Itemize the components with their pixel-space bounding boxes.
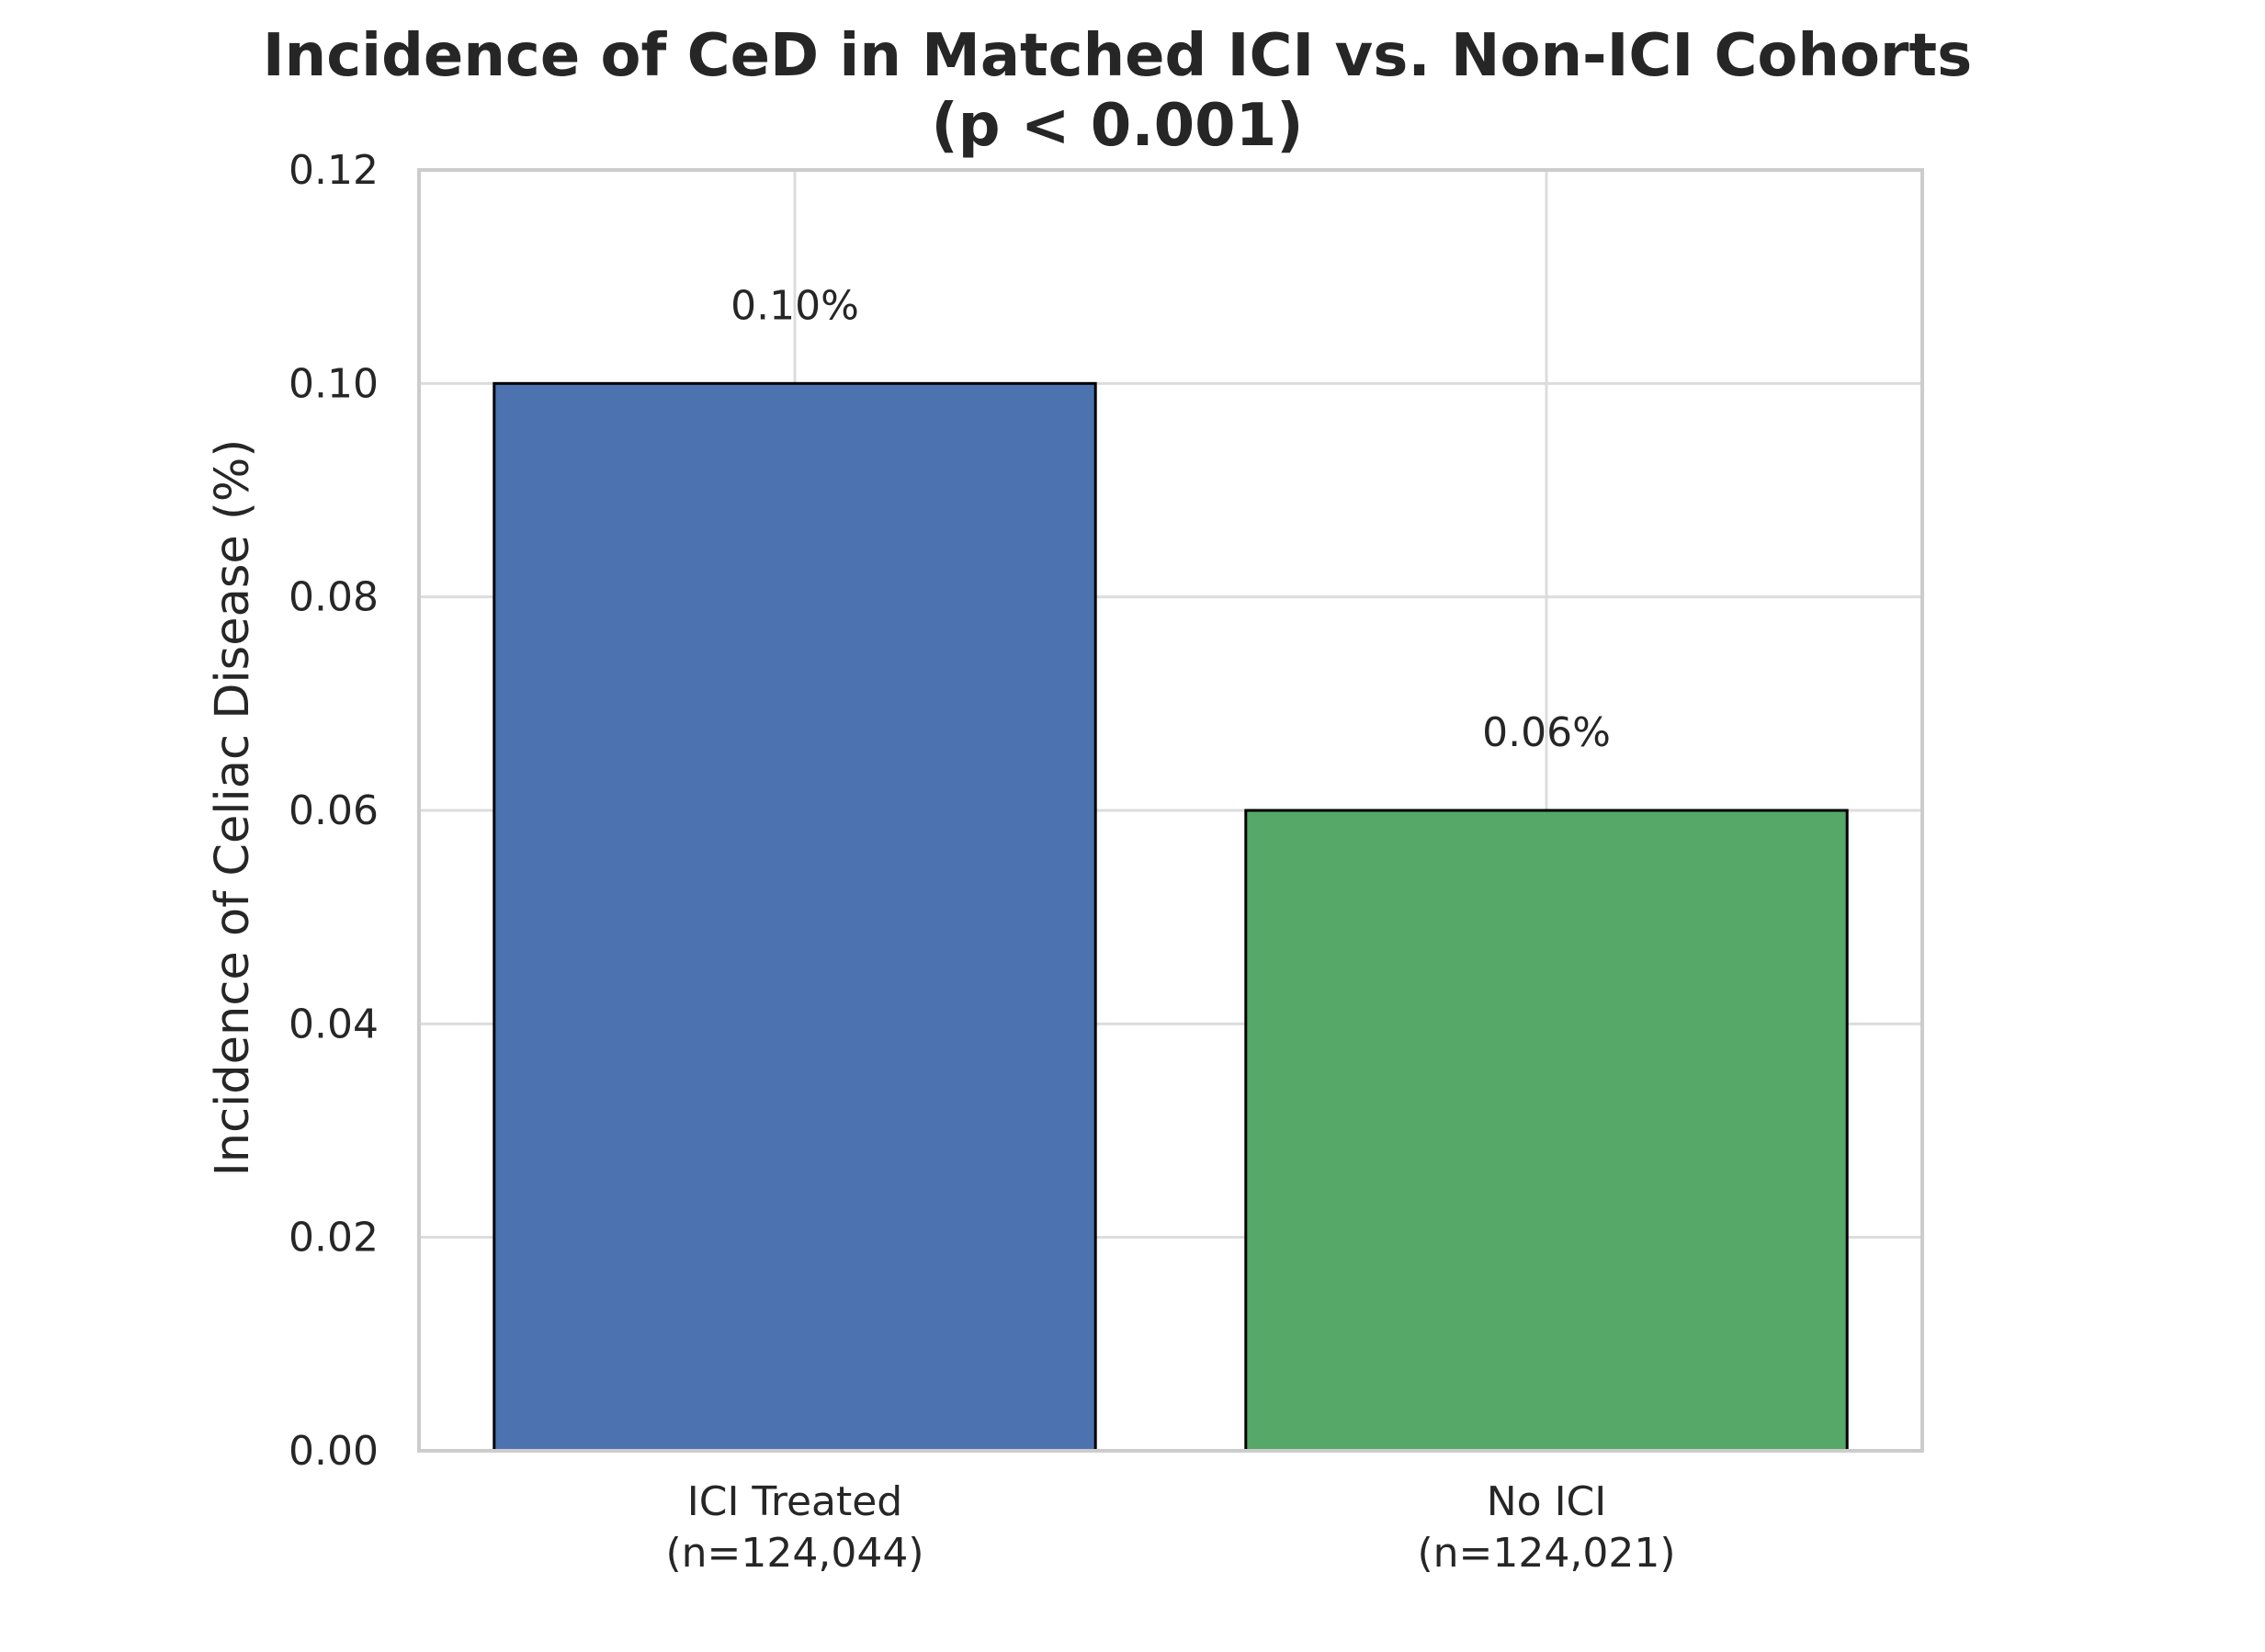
y-axis-label: Incidence of Celiac Disease (%)	[206, 439, 260, 1177]
chart-title: Incidence of CeD in Matched ICI vs. Non-…	[263, 22, 1972, 160]
x-tick-label: (n=124,021)	[1417, 1530, 1675, 1577]
data-label: 0.10%	[730, 282, 859, 329]
bars	[493, 381, 1849, 1453]
chart-title-line-2: (p < 0.001)	[932, 92, 1304, 160]
bar-1	[1244, 809, 1849, 1453]
x-tick-label: (n=124,044)	[665, 1530, 923, 1577]
y-axis-ticks: 0.00 0.02 0.04 0.06 0.08 0.10 0.12	[289, 147, 379, 1475]
y-tick-label: 0.08	[289, 574, 379, 621]
x-tick-label: No ICI	[1487, 1478, 1607, 1525]
x-axis-ticks: ICI Treated (n=124,044) No ICI (n=124,021)	[665, 1478, 1675, 1577]
y-tick-label: 0.02	[289, 1215, 379, 1262]
data-label: 0.06%	[1482, 709, 1611, 756]
bar-0	[493, 381, 1097, 1453]
y-tick-label: 0.10	[289, 360, 379, 407]
y-tick-label: 0.12	[289, 147, 379, 194]
plot-frame	[417, 168, 1924, 1453]
y-tick-label: 0.04	[289, 1001, 379, 1047]
chart-title-line-1: Incidence of CeD in Matched ICI vs. Non-…	[263, 22, 1972, 90]
y-tick-label: 0.06	[289, 787, 379, 834]
x-tick-label: ICI Treated	[687, 1478, 902, 1525]
y-tick-label: 0.00	[289, 1428, 379, 1475]
data-labels: 0.10% 0.06%	[730, 282, 1611, 756]
